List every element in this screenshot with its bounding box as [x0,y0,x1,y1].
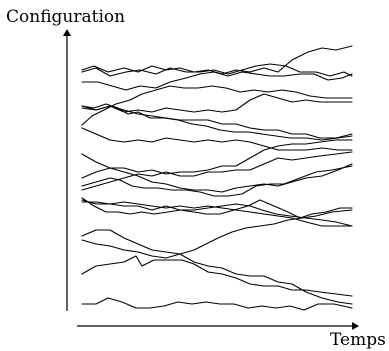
trajectory-line [81,45,353,75]
trajectory-line [81,103,353,141]
trajectory-line [81,93,353,113]
trajectory-line [81,229,353,305]
trajectory-line [81,165,353,197]
trajectory-line [81,139,353,175]
x-axis-label: Temps [330,330,386,350]
trajectory-line [81,297,353,311]
trajectory-line [81,163,353,193]
trajectory-line [81,209,353,259]
trajectory-line [81,63,353,77]
trajectory-group [81,45,353,311]
trajectory-line [81,255,353,297]
trajectory-line [81,71,353,91]
trajectory-line [81,197,353,219]
trajectory-line [81,105,353,139]
trajectory-line [81,85,353,126]
trajectory-line [81,201,353,227]
trajectory-line [81,127,353,151]
y-axis-label: Configuration [6,7,125,27]
trajectory-line [81,151,353,191]
